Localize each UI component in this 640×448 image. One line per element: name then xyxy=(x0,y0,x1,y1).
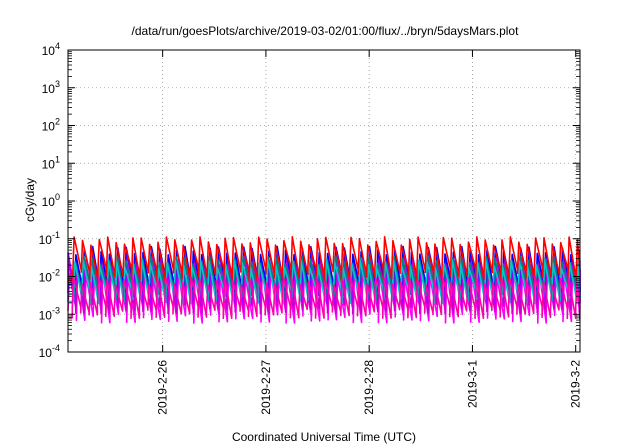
y-ticks: 10-4 10-3 10-2 10-1 100 101 102 103 104 xyxy=(39,41,580,360)
y-tick-label: 10-3 xyxy=(39,305,60,322)
x-tick-label: 2019-3-2 xyxy=(569,360,583,408)
y-tick-label: 10-2 xyxy=(39,268,60,285)
x-tick-label: 2019-3-1 xyxy=(465,360,479,408)
series-layer xyxy=(67,236,581,324)
x-tick-label: 2019-2-27 xyxy=(259,360,273,415)
y-tick-label: 104 xyxy=(42,41,60,58)
y-axis-label: cGy/day xyxy=(23,178,37,222)
x-tick-label: 2019-2-26 xyxy=(156,360,170,415)
y-tick-label: 10-4 xyxy=(39,343,60,360)
series-line xyxy=(68,275,581,320)
y-tick-label: 10-1 xyxy=(39,230,60,247)
y-tick-label: 102 xyxy=(42,117,60,134)
y-tick-label: 101 xyxy=(42,154,60,171)
x-tick-label: 2019-2-28 xyxy=(362,360,376,415)
x-axis-label: Coordinated Universal Time (UTC) xyxy=(232,430,416,444)
chart-title: /data/run/goesPlots/archive/2019-03-02/0… xyxy=(132,24,520,38)
y-tick-label: 103 xyxy=(42,79,60,96)
y-tick-label: 100 xyxy=(42,192,60,209)
series-line xyxy=(68,236,581,282)
x-ticks: 2019-2-26 2019-2-27 2019-2-28 2019-3-1 2019-… xyxy=(156,50,583,415)
